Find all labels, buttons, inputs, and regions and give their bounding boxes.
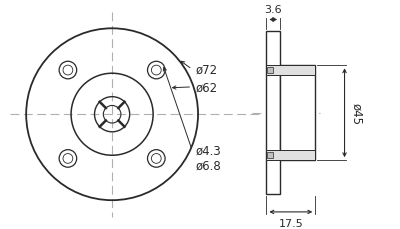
Bar	[266, 66, 315, 76]
Bar	[267, 68, 273, 74]
Text: ø4.3: ø4.3	[195, 144, 221, 157]
Bar	[266, 151, 315, 161]
Text: ø72: ø72	[195, 63, 217, 76]
Bar	[266, 32, 280, 194]
Bar	[267, 153, 273, 158]
Text: ø45: ø45	[350, 102, 363, 124]
Text: 3.6: 3.6	[264, 5, 282, 15]
Text: ø62: ø62	[195, 81, 217, 94]
Text: 17.5: 17.5	[278, 218, 303, 228]
Text: ø6.8: ø6.8	[195, 159, 221, 172]
Bar	[280, 66, 315, 161]
